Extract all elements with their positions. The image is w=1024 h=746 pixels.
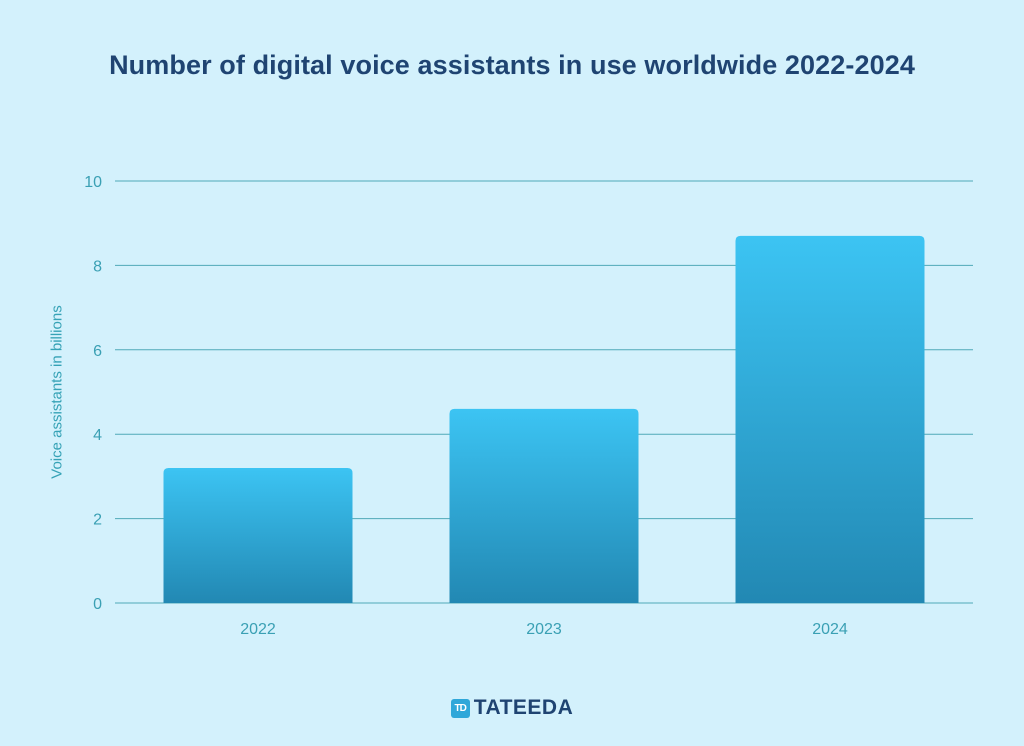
y-tick-label: 10 [84, 174, 102, 191]
y-tick-label: 4 [93, 427, 102, 444]
x-tick-label: 2024 [812, 621, 848, 638]
y-tick-label: 2 [93, 512, 102, 529]
x-tick-label: 2022 [240, 621, 276, 638]
bars [163, 235, 925, 604]
tateeda-logo-icon: TD [450, 698, 470, 718]
chart-title: Number of digital voice assistants in us… [109, 50, 915, 80]
y-tick-labels: 0 2 4 6 8 10 [84, 174, 102, 613]
y-tick-label: 0 [93, 596, 102, 613]
y-tick-label: 6 [93, 343, 102, 360]
bar-2022 [163, 467, 353, 603]
x-tick-label: 2023 [526, 621, 562, 638]
bar-2023 [449, 408, 639, 603]
brand-logo: TD TATEEDA [0, 696, 1024, 720]
brand-name: TATEEDA [473, 696, 574, 719]
x-tick-labels: 2022 2023 2024 [240, 621, 848, 638]
y-tick-label: 8 [93, 258, 102, 275]
bar-2024 [735, 235, 925, 604]
